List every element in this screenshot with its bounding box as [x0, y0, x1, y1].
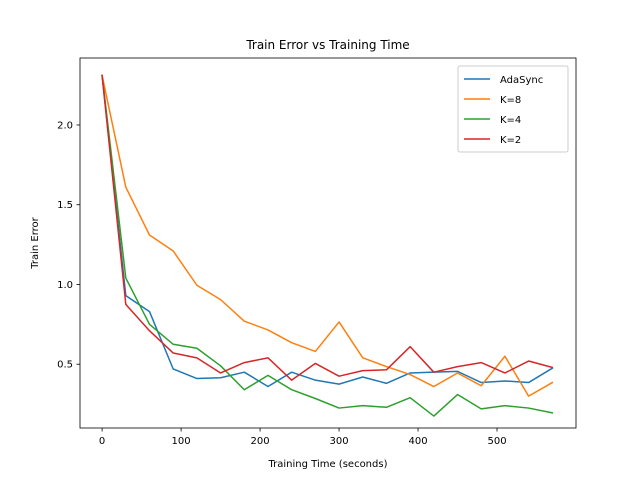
x-tick-label: 400 — [408, 436, 427, 447]
legend: AdaSync K=8 K=4 K=2 — [457, 65, 569, 153]
series-line-k-2 — [101, 74, 554, 381]
y-tick-label: 1.5 — [57, 200, 73, 211]
legend-box — [457, 65, 569, 153]
legend-label: AdaSync — [500, 75, 543, 86]
x-tick-label: 300 — [330, 436, 349, 447]
x-tick-label: 200 — [251, 436, 270, 447]
x-tick-label: 0 — [99, 436, 105, 447]
legend-label: K=8 — [500, 95, 521, 106]
chart-title: Train Error vs Training Time — [245, 38, 409, 52]
y-tick-label: 2.0 — [57, 120, 73, 131]
series-layer — [101, 74, 554, 417]
legend-label: K=2 — [500, 135, 521, 146]
plot-frame — [79, 57, 577, 429]
x-tick-label: 100 — [172, 436, 191, 447]
x-axis: 0 100 200 300 400 500 — [99, 428, 507, 447]
series-line-k-8 — [101, 74, 554, 397]
y-tick-label: 0.5 — [57, 360, 73, 371]
y-tick-label: 1.0 — [57, 280, 73, 291]
series-line-adasync — [101, 74, 554, 388]
series-line-k-4 — [101, 74, 554, 417]
x-tick-label: 500 — [487, 436, 506, 447]
y-axis-label: Train Error — [30, 216, 41, 269]
x-axis-label: Training Time (seconds) — [268, 459, 388, 470]
legend-label: K=4 — [500, 115, 521, 126]
y-axis: 0.5 1.0 1.5 2.0 — [57, 120, 80, 371]
